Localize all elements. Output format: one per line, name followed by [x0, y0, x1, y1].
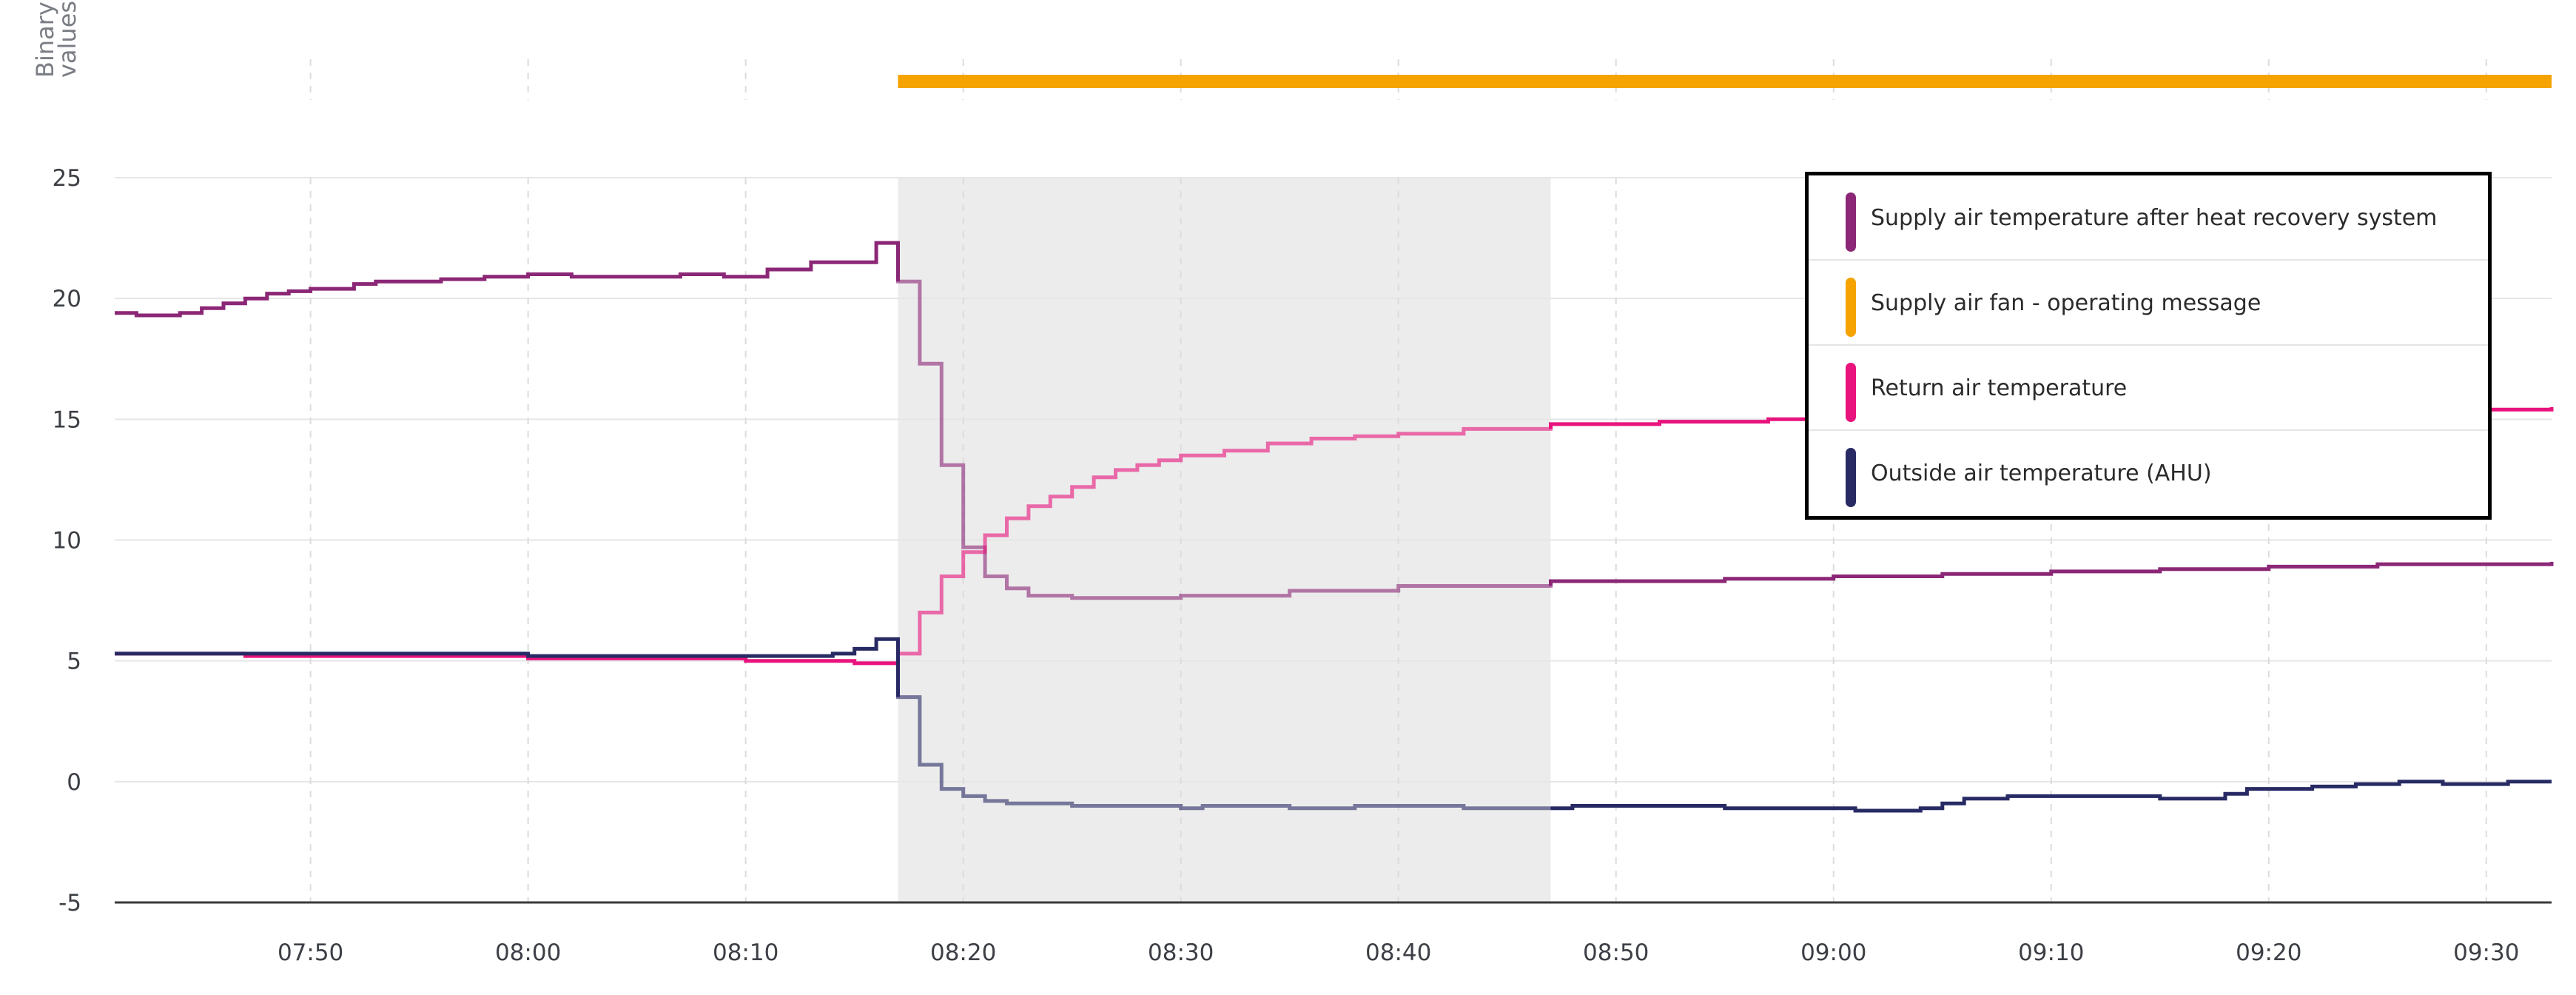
legend: Supply air temperature after heat recove… — [1805, 172, 2492, 520]
y-tick-label: 10 — [53, 528, 81, 555]
series-line-outside-air-temperature-ahu — [115, 637, 900, 697]
x-tick-label: 08:40 — [1365, 939, 1431, 966]
legend-label: Supply air temperature after heat recove… — [1871, 205, 2438, 231]
x-tick-label: 07:50 — [278, 939, 343, 966]
legend-label: Outside air temperature (AHU) — [1871, 460, 2212, 486]
legend-item-outside-air-temperature-ahu[interactable]: Outside air temperature (AHU) — [1809, 431, 2488, 516]
y-tick-label: 0 — [67, 769, 81, 796]
x-tick-label: 08:10 — [713, 939, 778, 966]
legend-swatch — [1846, 363, 1856, 422]
legend-swatch — [1846, 278, 1856, 337]
y-tick-label: -5 — [58, 890, 81, 917]
legend-swatch — [1846, 448, 1856, 507]
series-line-supply-air-temperature-after-heat-recovery-system-after — [1549, 561, 2554, 586]
series-line-supply-air-temperature-after-heat-recovery-system — [115, 241, 900, 318]
series-line-outside-air-temperature-ahu-highlighted — [896, 639, 1551, 811]
binary-axis-label-line2: values — [53, 1, 81, 78]
x-tick-label: 08:00 — [495, 939, 561, 966]
series-line-return-air-temperature-highlighted — [896, 423, 1553, 663]
y-tick-label: 5 — [67, 649, 81, 675]
x-tick-label: 09:30 — [2453, 939, 2519, 966]
x-tick-label: 09:10 — [2018, 939, 2084, 966]
legend-item-supply-air-temperature-after-heat-recovery-system[interactable]: Supply air temperature after heat recove… — [1809, 175, 2488, 261]
x-tick-label: 08:30 — [1148, 939, 1214, 966]
binary-axis-label-line1: Binary — [31, 1, 59, 78]
x-tick-label: 09:20 — [2236, 939, 2301, 966]
binary-axis-label: Binary values — [31, 1, 81, 78]
legend-label: Return air temperature — [1871, 375, 2128, 401]
series-line-outside-air-temperature-ahu-after — [1550, 780, 2552, 813]
legend-label: Supply air fan - operating message — [1871, 290, 2261, 316]
series-line-supply-air-temperature-after-heat-recovery-system-highlighted — [896, 243, 1553, 600]
legend-swatch — [1846, 192, 1856, 252]
x-tick-label: 08:20 — [930, 939, 996, 966]
x-tick-label: 08:50 — [1583, 939, 1649, 966]
y-tick-label: 25 — [53, 165, 81, 192]
y-tick-label: 20 — [53, 286, 81, 312]
legend-item-return-air-temperature[interactable]: Return air temperature — [1809, 346, 2488, 431]
legend-item-supply-air-fan-operating-message[interactable]: Supply air fan - operating message — [1809, 261, 2488, 346]
x-tick-label: 09:00 — [1800, 939, 1866, 966]
y-tick-label: 15 — [53, 406, 81, 433]
